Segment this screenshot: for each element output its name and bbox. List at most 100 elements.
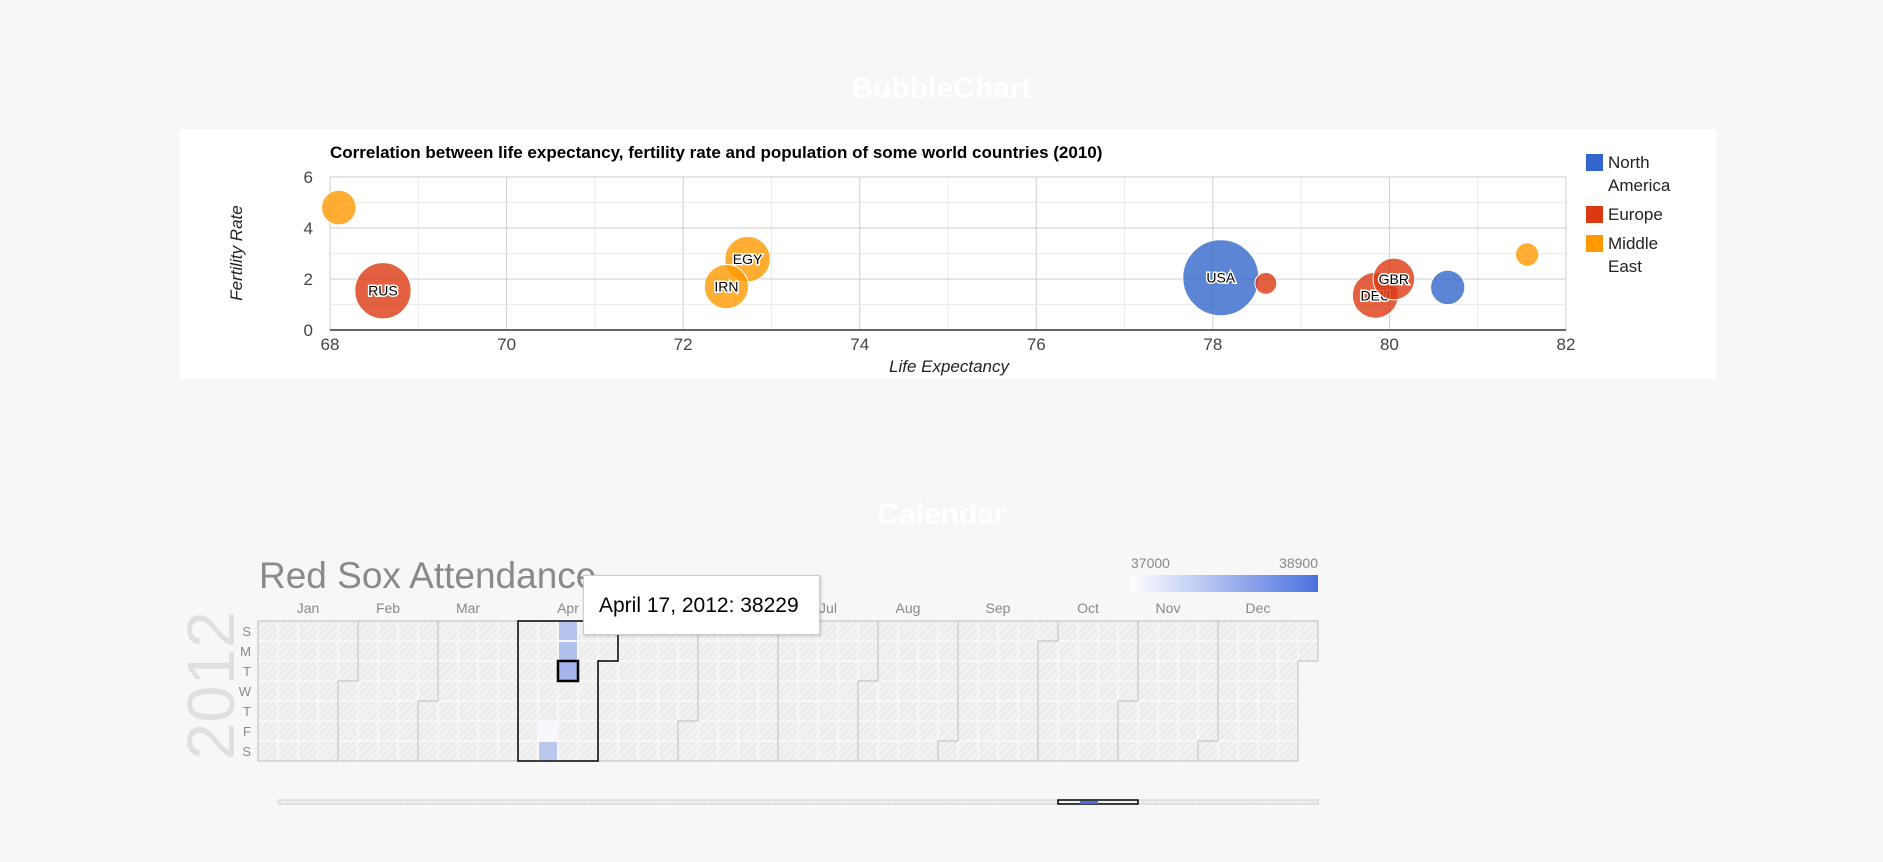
calendar-day-cell[interactable] <box>997 640 1019 662</box>
calendar-day-cell[interactable] <box>517 740 539 762</box>
calendar-day-cell[interactable] <box>277 720 299 742</box>
calendar-day-cell[interactable] <box>1057 720 1079 742</box>
calendar-day-cell[interactable] <box>537 700 559 722</box>
calendar-day-cell[interactable] <box>1257 640 1279 662</box>
calendar-day-cell[interactable] <box>517 620 539 642</box>
calendar-day-cell[interactable] <box>457 720 479 742</box>
calendar-day-cell[interactable] <box>537 640 559 662</box>
calendar-day-cell[interactable] <box>777 660 799 682</box>
calendar-day-cell[interactable] <box>1257 740 1279 762</box>
calendar-day-cell[interactable] <box>1217 740 1239 762</box>
calendar-day-cell[interactable] <box>1077 660 1099 682</box>
calendar-day-cell[interactable] <box>1237 700 1259 722</box>
calendar-day-cell[interactable] <box>437 680 459 702</box>
calendar-day-cell[interactable] <box>957 640 979 662</box>
calendar-day-cell[interactable] <box>717 720 739 742</box>
calendar-day-cell[interactable] <box>537 680 559 702</box>
calendar-day-cell[interactable] <box>1277 680 1299 702</box>
calendar-day-cell[interactable] <box>537 660 559 682</box>
calendar-day-cell[interactable] <box>477 700 499 722</box>
calendar-day-cell[interactable] <box>417 640 439 662</box>
calendar-day-cell[interactable] <box>437 640 459 662</box>
calendar-day-cell[interactable] <box>557 680 579 702</box>
calendar-day-cell[interactable] <box>557 700 579 722</box>
calendar-day-cell[interactable] <box>397 700 419 722</box>
calendar-day-cell[interactable] <box>757 740 779 762</box>
calendar-day-cell[interactable] <box>577 680 599 702</box>
calendar-day-cell[interactable] <box>1237 720 1259 742</box>
calendar-day-cell[interactable] <box>937 680 959 702</box>
calendar-day-cell[interactable] <box>977 740 999 762</box>
calendar-day-cell[interactable] <box>857 700 879 722</box>
calendar-day-cell[interactable] <box>1297 620 1319 642</box>
calendar-day-cell[interactable] <box>457 740 479 762</box>
calendar-day-cell[interactable] <box>457 640 479 662</box>
calendar-day-cell[interactable] <box>837 680 859 702</box>
calendar-day-cell[interactable] <box>257 660 279 682</box>
calendar-day-cell[interactable] <box>997 620 1019 642</box>
calendar-day-cell[interactable] <box>417 740 439 762</box>
calendar-day-cell[interactable] <box>677 740 699 762</box>
calendar-day-cell[interactable] <box>517 700 539 722</box>
calendar-day-cell[interactable] <box>397 620 419 642</box>
calendar-day-cell[interactable] <box>377 700 399 722</box>
calendar-day-cell[interactable] <box>277 700 299 722</box>
calendar-day-cell[interactable] <box>1037 700 1059 722</box>
calendar-day-cell[interactable] <box>897 640 919 662</box>
calendar-day-cell[interactable] <box>277 680 299 702</box>
calendar-day-cell[interactable] <box>897 720 919 742</box>
calendar-day-cell[interactable] <box>897 700 919 722</box>
calendar-day-cell[interactable] <box>257 700 279 722</box>
calendar-day-cell[interactable] <box>917 660 939 682</box>
calendar-day-cell[interactable] <box>757 640 779 662</box>
calendar-day-cell[interactable] <box>1077 620 1099 642</box>
calendar-day-cell[interactable] <box>1237 680 1259 702</box>
calendar-day-cell[interactable] <box>257 740 279 762</box>
calendar-day-cell[interactable] <box>1137 640 1159 662</box>
calendar-day-cell[interactable] <box>1237 640 1259 662</box>
calendar-day-cell[interactable] <box>1197 640 1219 662</box>
calendar-day-cell[interactable] <box>977 640 999 662</box>
calendar-day-cell[interactable] <box>397 640 419 662</box>
calendar-day-cell[interactable] <box>1177 680 1199 702</box>
calendar-day-cell[interactable] <box>1017 620 1039 642</box>
bubble-point[interactable] <box>1514 242 1540 267</box>
calendar-day-cell[interactable] <box>857 660 879 682</box>
calendar-day-cell[interactable] <box>457 680 479 702</box>
calendar-day-cell[interactable] <box>977 620 999 642</box>
calendar-day-cell[interactable] <box>617 720 639 742</box>
bubble-unlabeled[interactable] <box>1254 271 1278 295</box>
calendar-day-cell[interactable] <box>797 700 819 722</box>
calendar-day-cell[interactable] <box>857 740 879 762</box>
calendar-day-cell[interactable] <box>717 640 739 662</box>
calendar-day-cell[interactable] <box>957 700 979 722</box>
calendar-day-cell[interactable] <box>1057 640 1079 662</box>
calendar-day-cell[interactable] <box>1137 660 1159 682</box>
bubble-irn[interactable]: IRN <box>703 264 750 310</box>
calendar-day-cell[interactable] <box>1257 680 1279 702</box>
calendar-day-cell[interactable] <box>1097 700 1119 722</box>
calendar-day-cell[interactable] <box>1137 680 1159 702</box>
calendar-day-cell[interactable] <box>457 660 479 682</box>
calendar-day-cell[interactable] <box>977 660 999 682</box>
calendar-day-cell[interactable] <box>317 740 339 762</box>
calendar-day-cell[interactable] <box>437 700 459 722</box>
calendar-day-cell[interactable] <box>1257 720 1279 742</box>
calendar-day-cell[interactable] <box>1017 700 1039 722</box>
calendar-day-cell[interactable] <box>1137 620 1159 642</box>
calendar-day-cell[interactable] <box>497 620 519 642</box>
calendar-day-cell[interactable] <box>877 640 899 662</box>
calendar-day-cell[interactable] <box>1117 620 1139 642</box>
calendar-day-cell[interactable] <box>1037 680 1059 702</box>
calendar-day-cell[interactable] <box>1077 700 1099 722</box>
calendar-day-cell[interactable] <box>1097 680 1119 702</box>
calendar-day-cell[interactable] <box>577 740 599 762</box>
calendar-day-cell[interactable] <box>957 660 979 682</box>
calendar-day-cell[interactable] <box>937 740 959 762</box>
calendar-day-cell[interactable] <box>997 680 1019 702</box>
calendar-day-cell[interactable] <box>797 680 819 702</box>
calendar-day-cell[interactable] <box>1277 700 1299 722</box>
calendar-day-cell[interactable] <box>637 740 659 762</box>
calendar-day-cell[interactable] <box>1157 720 1179 742</box>
bubble-point[interactable] <box>354 262 412 320</box>
